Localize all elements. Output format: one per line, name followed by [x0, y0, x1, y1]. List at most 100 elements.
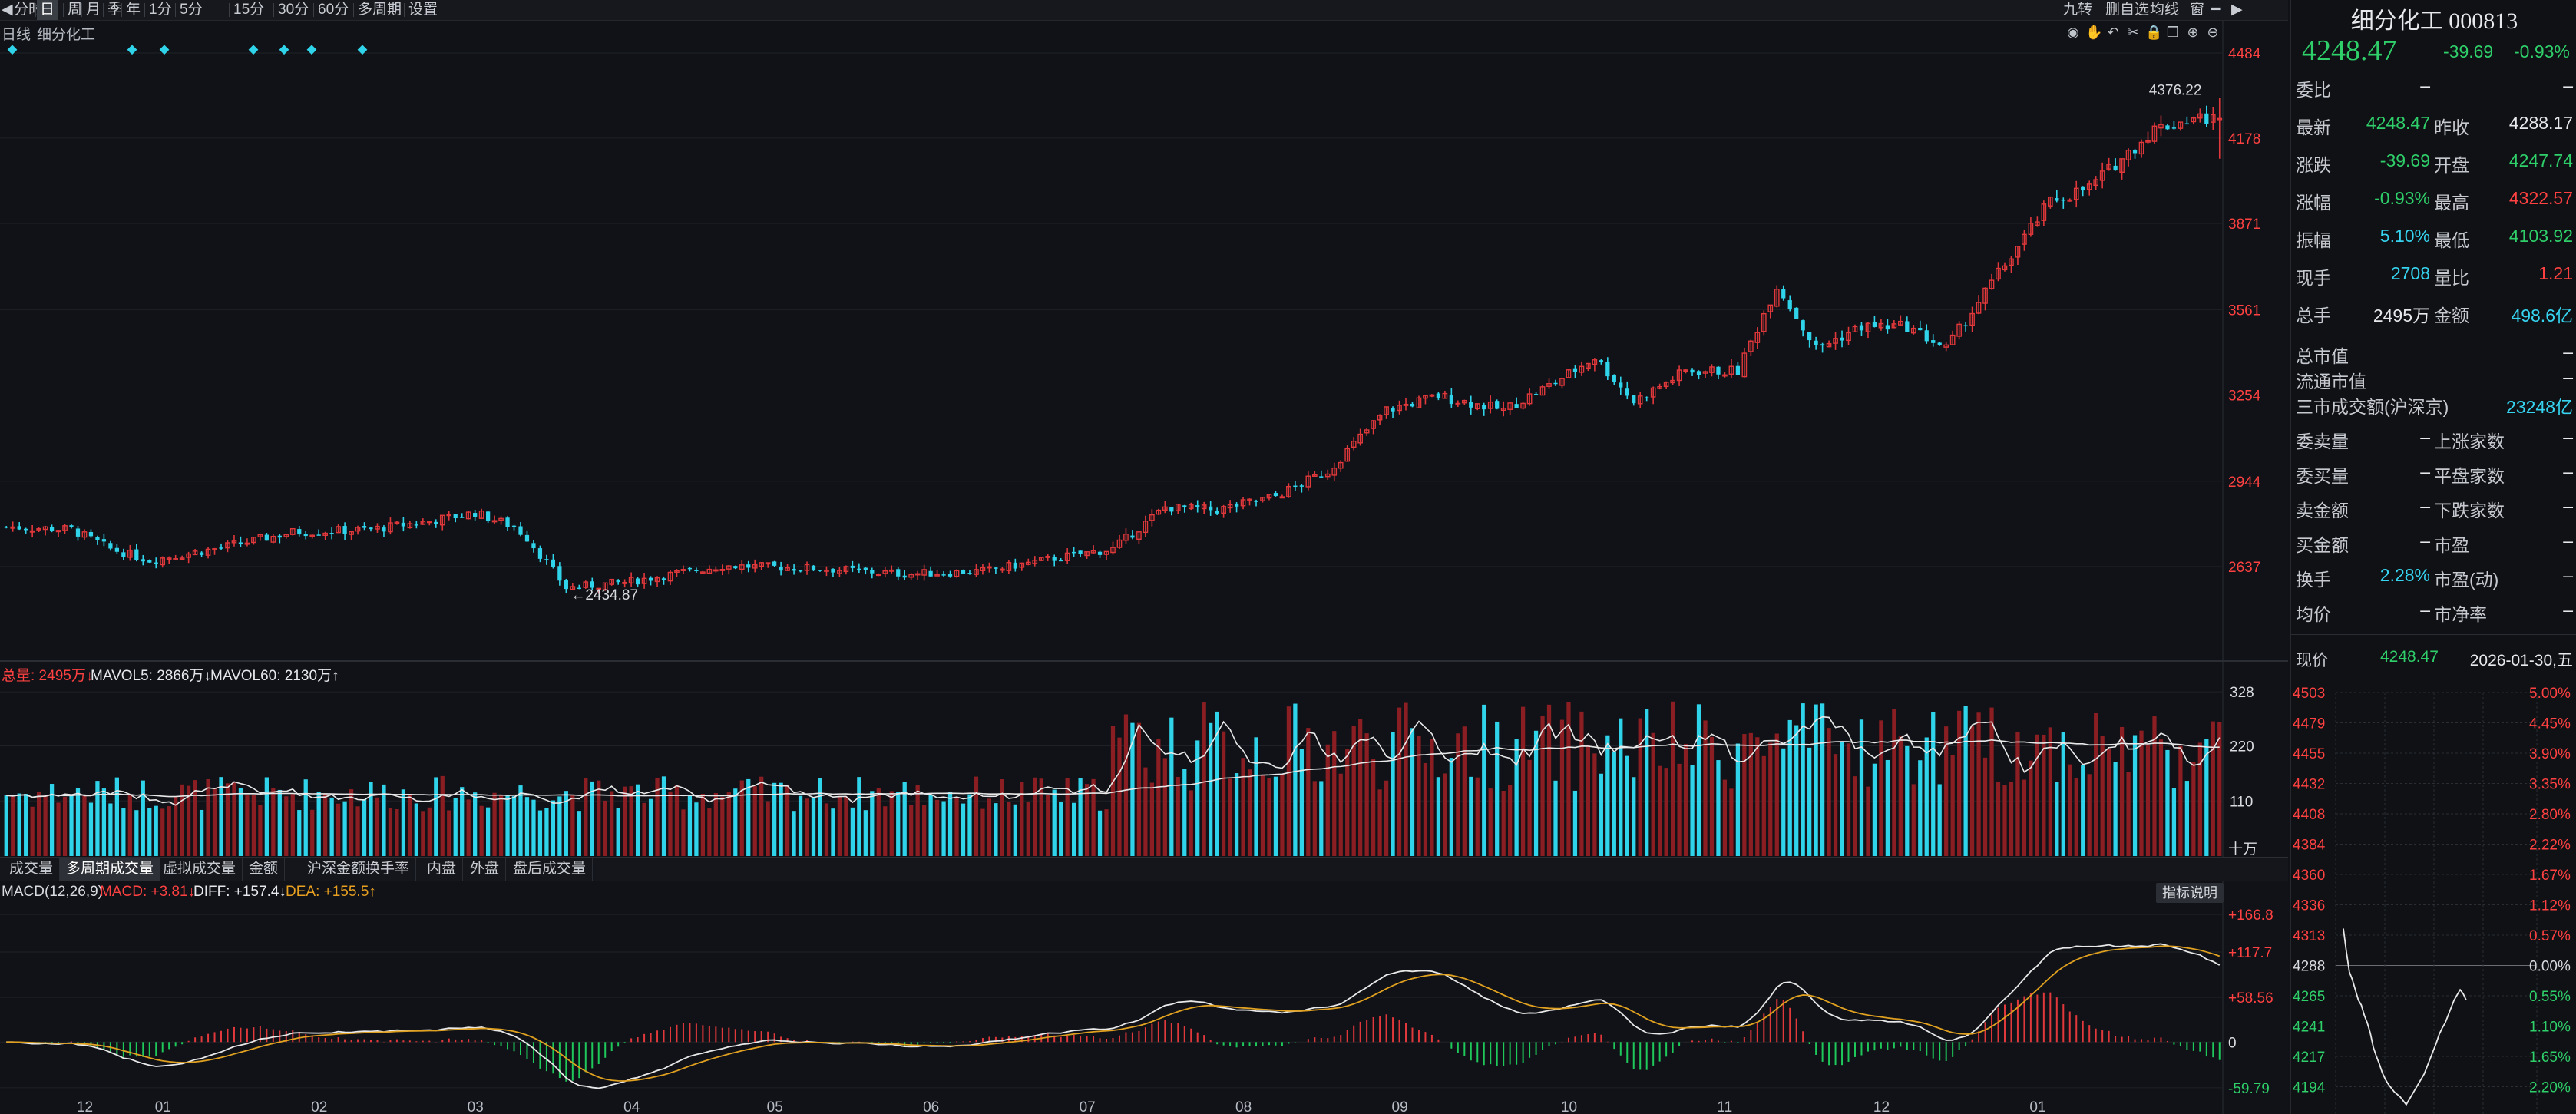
- tab-3[interactable]: 金额: [243, 858, 286, 881]
- next-icon[interactable]: ▶: [2231, 2, 2243, 18]
- tab-5[interactable]: 换手率: [359, 858, 417, 881]
- toolbar-item-6[interactable]: 1分: [149, 2, 172, 18]
- order-value-2: –: [2563, 531, 2573, 550]
- kline-chart-area[interactable]: 4484 4178 3871 3561 3254 2944 2637 12 01 02 03 04 05…: [0, 0, 2288, 1114]
- volume-bar-up: [629, 786, 633, 856]
- volume-bar-up: [1911, 784, 1916, 856]
- volume-bar-up: [1221, 731, 1226, 856]
- toolbar-right-item-1[interactable]: 删自选: [2105, 2, 2150, 18]
- tab-2[interactable]: 虚拟成交量: [157, 858, 243, 881]
- candle-body-up: [1852, 326, 1858, 332]
- candle-body-up: [726, 565, 732, 570]
- minus-icon[interactable]: ━: [2211, 2, 2221, 18]
- volume-bar-up: [310, 809, 315, 856]
- candle-body-down: [792, 569, 796, 571]
- candle-body-down: [1872, 322, 1877, 327]
- toolbar-item-4[interactable]: 季: [107, 2, 123, 18]
- volume-bar-up: [700, 794, 706, 856]
- volume-bar-up: [1638, 718, 1642, 856]
- toolbar-item-2[interactable]: 周: [68, 2, 83, 18]
- scissors-icon[interactable]: ✂: [2127, 25, 2139, 40]
- toolbar-item-11[interactable]: 多周期: [358, 2, 402, 18]
- mini-price-label: 4194: [2293, 1080, 2326, 1096]
- low-price-annotation: ←2434.87: [570, 587, 638, 603]
- quote-value-2: 1.21: [2538, 263, 2573, 283]
- candle-body-down: [1391, 408, 1395, 412]
- volume-bar-up: [1039, 778, 1043, 856]
- candle-body-down: [1572, 368, 1578, 372]
- candle-body-down: [342, 526, 347, 534]
- candle-body-up: [1442, 392, 1448, 399]
- panel-title: 细分化工 000813: [2350, 8, 2518, 34]
- tab-1[interactable]: 多周期成交量: [60, 858, 161, 881]
- lock-icon[interactable]: 🔒: [2145, 25, 2163, 40]
- volume-bar-down: [1319, 781, 1324, 856]
- volume-bar-up: [674, 785, 680, 856]
- candle-body-up: [1989, 279, 1995, 289]
- macd-axis-label: -59.79: [2228, 1081, 2270, 1097]
- tab-4[interactable]: 沪深金额: [301, 858, 373, 881]
- toolbar-item-10[interactable]: 60分: [318, 2, 349, 18]
- mini-pct-label: 1.67%: [2529, 868, 2571, 884]
- candle-body-up: [1090, 550, 1096, 554]
- hand-icon[interactable]: ✋: [2085, 25, 2103, 40]
- candle-body-up: [882, 570, 888, 574]
- volume-bar-up: [2074, 777, 2078, 856]
- volume-bar-down: [1182, 769, 1187, 856]
- toolbar-item-3[interactable]: 月: [86, 2, 101, 18]
- volume-bar-up: [987, 798, 992, 856]
- signal-marker: [279, 45, 289, 55]
- candle-body-up: [1247, 498, 1252, 501]
- indicator-help-button[interactable]: 指标说明: [2156, 883, 2224, 903]
- volume-bar-up: [1176, 776, 1180, 856]
- prev-icon[interactable]: ◀: [2, 2, 13, 18]
- candle-body-up: [225, 542, 230, 549]
- candle-body-up: [1019, 562, 1025, 568]
- volume-bar-up: [43, 795, 48, 856]
- volume-bar-down: [2061, 732, 2065, 856]
- zoom-in-icon[interactable]: ⊕: [2187, 25, 2199, 40]
- tab-0[interactable]: 成交量: [3, 858, 61, 881]
- candle-body-up: [622, 581, 627, 584]
- volume-bar-down: [1918, 760, 1923, 856]
- toolbar-item-5[interactable]: 年: [126, 2, 141, 18]
- volume-bar-up: [805, 798, 809, 856]
- volume-bar-up: [837, 795, 842, 856]
- toolbar-item-9[interactable]: 30分: [278, 2, 309, 18]
- toolbar-item-7[interactable]: 5分: [180, 2, 203, 18]
- order-value: –: [2420, 600, 2430, 620]
- month-label: 02: [311, 1099, 327, 1114]
- eye-icon[interactable]: ◉: [2067, 25, 2079, 40]
- candle-body-up: [446, 514, 452, 517]
- candle-body-down: [264, 534, 269, 541]
- toolbar-right-item-3[interactable]: 窗: [2190, 2, 2205, 18]
- toolbar-right-item-2[interactable]: 均线: [2150, 2, 2180, 18]
- volume-bar-up: [1325, 744, 1330, 856]
- toolbar-right-item-0[interactable]: 九转: [2063, 2, 2093, 18]
- tab-8[interactable]: 盘后成交量: [507, 858, 594, 881]
- volume-bar-down: [1716, 760, 1721, 856]
- mini-pct-label: 1.65%: [2529, 1050, 2571, 1066]
- dea-value-label: DEA: +155.5↑: [286, 884, 376, 900]
- toolbar-item-12[interactable]: 设置: [408, 2, 438, 18]
- candle-body-up: [987, 566, 992, 569]
- panel-price: 4248.47: [2302, 35, 2397, 67]
- candle-body-down: [798, 570, 803, 572]
- candle-body-up: [55, 530, 61, 533]
- candle-body-down: [635, 578, 640, 585]
- candle-body-down: [1918, 328, 1923, 331]
- tab-6[interactable]: 内盘: [421, 858, 464, 881]
- tab-7[interactable]: 外盘: [464, 858, 507, 881]
- copy-icon[interactable]: ❐: [2166, 25, 2180, 40]
- high-price-annotation: 4376.22: [2149, 83, 2202, 99]
- candle-body-down: [1645, 397, 1649, 398]
- panel-divider-3: [2291, 634, 2576, 635]
- macd-name-label: MACD(12,26,9): [2, 884, 103, 900]
- undo-icon[interactable]: ↶: [2107, 25, 2119, 40]
- intraday-mini-chart[interactable]: 4503 5.00% 4479 4.45% 4455 3.90% 4432 3.35% 4408…: [2291, 676, 2576, 1114]
- order-value: –: [2420, 461, 2430, 481]
- toolbar-item-1[interactable]: 日: [37, 0, 58, 20]
- toolbar-item-8[interactable]: 15分: [233, 2, 265, 18]
- zoom-out-icon[interactable]: ⊖: [2207, 25, 2219, 40]
